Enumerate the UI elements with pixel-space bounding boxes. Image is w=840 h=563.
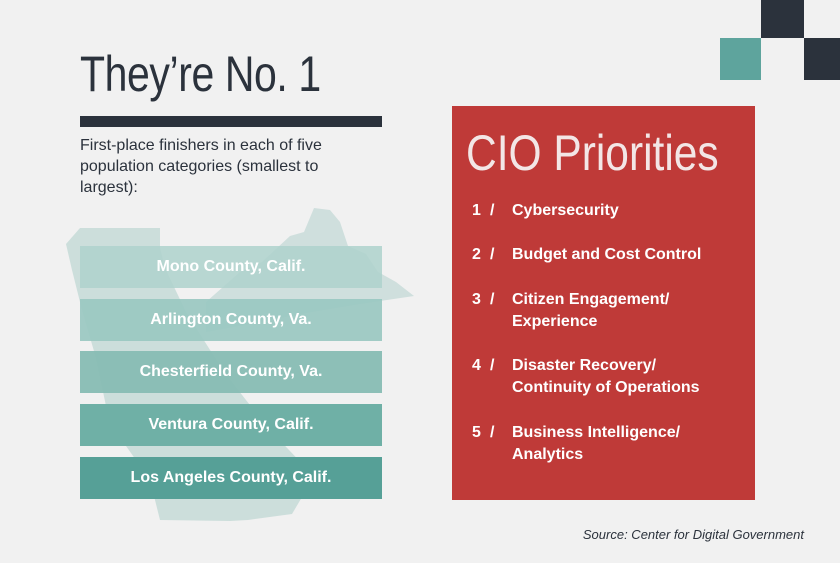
winner-label: Arlington County, Va. <box>150 311 312 328</box>
winner-bar: Chesterfield County, Va. <box>80 351 382 393</box>
priority-item: 2 / Budget and Cost Control <box>472 244 752 266</box>
priority-separator: / <box>490 357 495 374</box>
winner-label: Los Angeles County, Calif. <box>130 469 332 486</box>
source-credit: Source: Center for Digital Government <box>582 527 804 542</box>
winner-bar: Los Angeles County, Calif. <box>80 457 382 499</box>
cio-priorities-panel: CIO Priorities 1 / Cybersecurity 2 / Bud… <box>452 106 755 500</box>
winner-bar: Ventura County, Calif. <box>80 404 382 446</box>
page-title: They’re No. 1 <box>80 46 321 102</box>
priority-item: 5 / Business Intelligence/ Analytics <box>472 422 752 466</box>
winner-label: Chesterfield County, Va. <box>139 363 323 380</box>
winner-bar: Mono County, Calif. <box>80 246 382 288</box>
priority-item: 1 / Cybersecurity <box>472 200 752 222</box>
subtitle: First-place finishers in each of five po… <box>80 137 322 196</box>
priority-label: Business Intelligence/ Analytics <box>512 424 681 463</box>
priority-number: 1 <box>472 202 481 219</box>
priority-separator: / <box>490 424 495 441</box>
priority-label: Citizen Engagement/ Experience <box>512 291 670 330</box>
priority-separator: / <box>490 202 495 219</box>
decorative-square-dark <box>804 38 840 80</box>
priority-number: 4 <box>472 357 481 374</box>
priority-separator: / <box>490 246 495 263</box>
priority-label: Disaster Recovery/ Continuity of Operati… <box>512 357 700 396</box>
priority-label: Budget and Cost Control <box>512 246 702 263</box>
winner-bar: Arlington County, Va. <box>80 299 382 341</box>
priority-number: 5 <box>472 424 481 441</box>
title-underline <box>80 116 382 127</box>
panel-title: CIO Priorities <box>466 125 719 181</box>
winner-label: Ventura County, Calif. <box>148 416 314 433</box>
decorative-square-teal <box>720 38 761 80</box>
priority-separator: / <box>490 291 495 308</box>
priority-label: Cybersecurity <box>512 202 619 219</box>
priority-number: 2 <box>472 246 481 263</box>
priority-item: 3 / Citizen Engagement/ Experience <box>472 289 752 333</box>
priority-item: 4 / Disaster Recovery/ Continuity of Ope… <box>472 355 752 399</box>
winner-label: Mono County, Calif. <box>156 258 306 275</box>
priority-number: 3 <box>472 291 481 308</box>
decorative-square-dark <box>761 0 804 38</box>
